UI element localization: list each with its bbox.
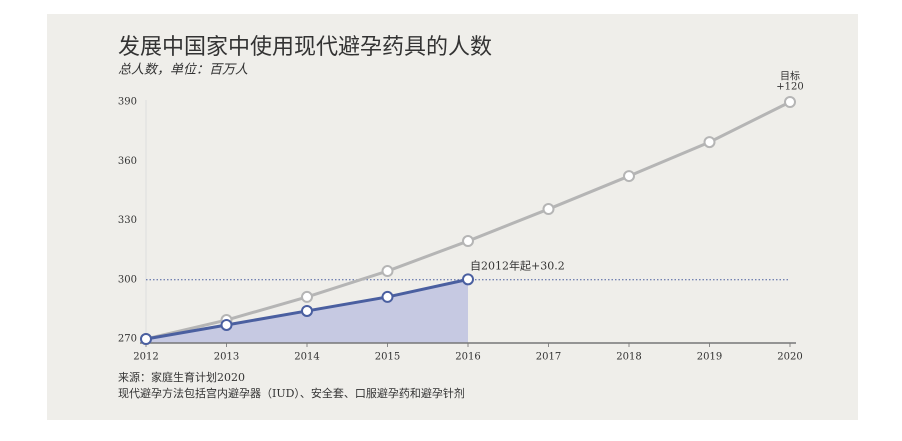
note: 现代避孕方法包括宫内避孕器（IUD）、安全套、口服避孕药和避孕针剂	[118, 386, 465, 400]
point	[381, 265, 394, 278]
card	[47, 14, 858, 420]
point	[462, 273, 474, 286]
source: 来源：家庭生育计划2020	[118, 370, 245, 384]
y-tick-label: 270	[118, 334, 137, 345]
x-tick-label: 2013	[214, 352, 239, 363]
y-tick-label: 330	[118, 215, 137, 226]
point	[462, 235, 474, 248]
x-tick-label: 2018	[616, 352, 641, 363]
point	[784, 96, 796, 108]
x-tick-label: 2014	[294, 352, 319, 363]
x-tick-label: 2017	[536, 352, 561, 363]
y-tick-label: 360	[118, 156, 137, 167]
y-tick-label: 300	[118, 274, 137, 285]
point	[220, 318, 233, 331]
point	[140, 333, 152, 345]
point	[703, 136, 716, 149]
y-tick-label: 390	[118, 97, 137, 108]
chart-title: 发展中国家中使用现代避孕药具的人数	[118, 35, 492, 60]
annotation: 自2012年起+30.2	[470, 258, 565, 272]
point	[301, 304, 313, 317]
chart-subtitle: 总人数，单位：百万人	[118, 62, 248, 78]
x-tick-label: 2016	[455, 352, 480, 363]
annotation: 目标	[780, 71, 800, 83]
point	[623, 170, 635, 183]
annotation: +120	[776, 82, 803, 93]
point	[542, 203, 555, 216]
x-tick-label: 2019	[697, 352, 722, 363]
point	[301, 290, 313, 303]
point	[381, 290, 394, 303]
x-tick-label: 2012	[133, 352, 158, 363]
x-tick-label: 2015	[375, 352, 400, 363]
x-tick-label: 2020	[777, 352, 802, 363]
